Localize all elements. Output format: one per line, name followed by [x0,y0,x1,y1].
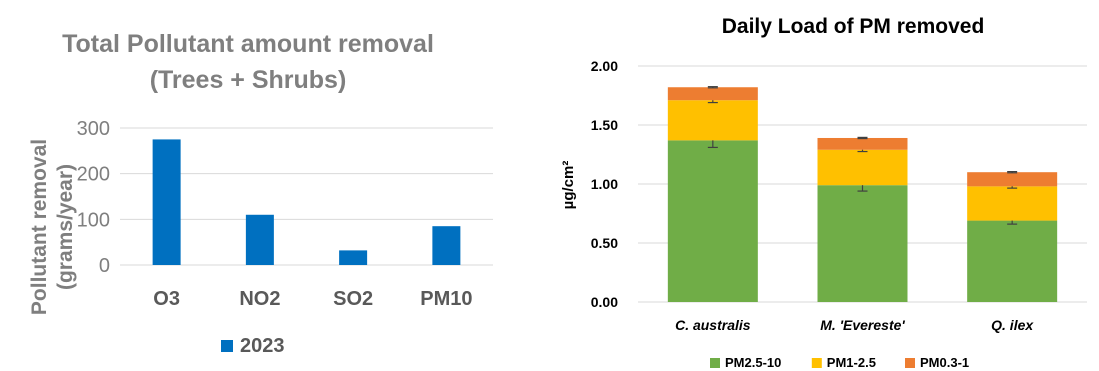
bar-so2 [339,250,368,265]
y-tick-label: 0 [99,255,110,277]
bar-segment-pm2-5-10 [967,220,1058,302]
pollutant-removal-chart-svg: Total Pollutant amount removal (Trees + … [28,30,493,357]
bar-o3 [152,139,181,265]
legend-label: PM0.3-1 [920,355,969,370]
error-bar [857,136,868,140]
legend-swatch-2023 [221,340,233,352]
x-tick-label: PM10 [420,288,472,310]
bar-segment-pm2-5-10 [817,185,908,302]
chart-title: Total Pollutant amount removal [62,30,434,58]
legend: PM2.5-10 PM1-2.5 PM0.3-1 [710,355,969,370]
y-tick-label: 200 [77,164,110,186]
bar-segment-pm1-2-5 [967,186,1058,221]
plot-area: 0 100 200 300 O3 NO2 SO2 PM10 [77,118,493,310]
bar-segment-pm1-2-5 [817,149,908,186]
legend-label: PM2.5-10 [725,355,781,370]
y-axis-label-unit: (grams/year) [54,164,77,290]
plot-area: 0.00 0.50 1.00 1.50 2.00 C. australis M. 'Ever… [591,58,1087,333]
bar-no2 [245,214,274,265]
legend: 2023 [221,335,285,357]
chart-title: Daily Load of PM removed [722,15,985,38]
y-tick-label: 100 [77,209,110,231]
error-bar [1007,171,1018,174]
pm-daily-load-chart-svg: Daily Load of PM removed µg/cm² 0.00 0.50… [560,15,1087,370]
pm-daily-load-chart: Daily Load of PM removed µg/cm² 0.00 0.50… [540,0,1099,371]
x-tick-label: Q. ilex [991,317,1034,333]
bar-segment-pm0-3-1 [817,137,908,150]
error-bar [707,86,718,89]
x-tick-label: M. 'Evereste' [820,317,905,333]
y-tick-label: 2.00 [591,58,618,74]
bar-pm10 [432,226,461,265]
bar-segment-pm2-5-10 [667,140,758,302]
y-tick-label: 0.00 [591,294,618,310]
bar-segment-pm0-3-1 [967,172,1058,187]
y-tick-label: 1.50 [591,117,618,133]
y-tick-label: 1.00 [591,176,618,192]
x-tick-label: SO2 [333,288,373,310]
chart-subtitle: (Trees + Shrubs) [150,66,347,94]
bar-segment-pm0-3-1 [667,87,758,101]
y-tick-label: 0.50 [591,235,618,251]
y-axis-label: µg/cm² [560,161,577,210]
legend-swatch [811,358,822,368]
x-tick-label: NO2 [239,288,280,310]
bar-segment-pm1-2-5 [667,100,758,141]
y-tick-label: 300 [77,118,110,140]
legend-swatch [905,358,915,368]
legend-swatch [710,358,720,368]
legend-label: PM1-2.5 [827,355,876,370]
legend-label-2023: 2023 [240,335,285,357]
x-tick-label: C. australis [675,317,751,333]
pollutant-removal-chart: Total Pollutant amount removal (Trees + … [0,0,540,371]
y-axis-label: Pollutant removal [28,139,51,315]
x-tick-label: O3 [153,288,180,310]
